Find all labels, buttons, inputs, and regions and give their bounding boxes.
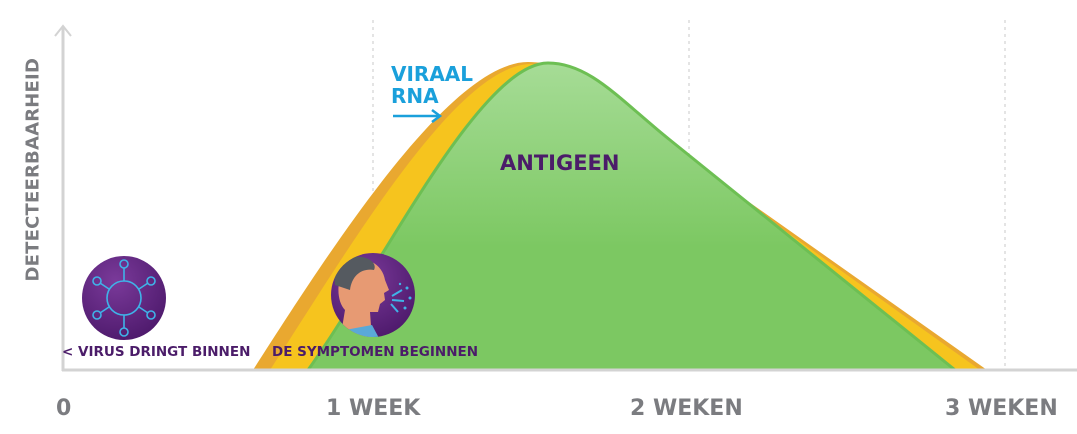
y-axis-label: DETECTEERBAARHEID: [22, 57, 44, 282]
x-tick-3-weeks: 3 WEKEN: [945, 396, 1058, 421]
viral-rna-label-line2: RNA: [391, 84, 439, 108]
y-axis-arrow: [54, 24, 72, 37]
antigen-area: [305, 61, 960, 372]
x-tick-0: 0: [56, 396, 72, 421]
viral-rna-label: VIRAAL RNA: [391, 63, 473, 107]
virus-enters-label: < VIRUS DRINGT BINNEN: [62, 344, 251, 360]
rna-arrow-icon: [393, 109, 443, 123]
virus-icon: [82, 256, 166, 340]
symptoms-begin-label: DE SYMPTOMEN BEGINNEN: [272, 344, 479, 360]
antigen-label: ANTIGEEN: [500, 151, 620, 175]
x-tick-2-weeks: 2 WEKEN: [630, 396, 743, 421]
viral-rna-label-line1: VIRAAL: [391, 62, 474, 86]
coughing-person-icon: [331, 253, 415, 337]
x-tick-1-week: 1 WEEK: [326, 396, 421, 421]
